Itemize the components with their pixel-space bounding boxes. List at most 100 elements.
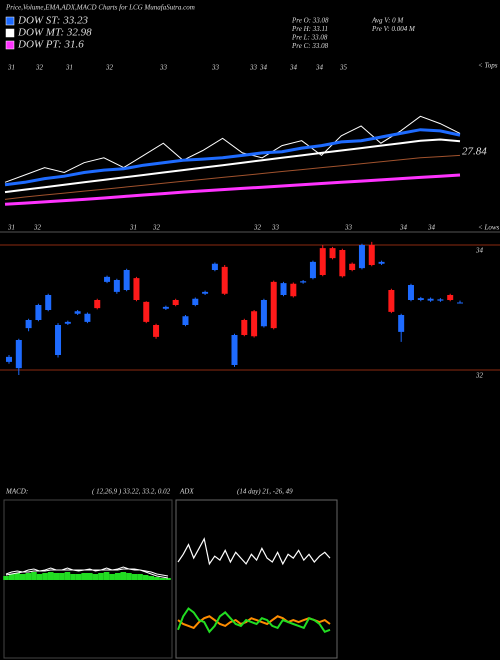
candle-body	[447, 295, 454, 300]
adx-frame	[175, 499, 338, 659]
page-title: Price,Volume,EMA,ADX,MACD Charts for LCG…	[5, 4, 195, 12]
bottom-tick-label: 34	[399, 224, 408, 232]
macd-hist	[8, 574, 15, 580]
legend-swatch	[5, 16, 15, 26]
macd-hist	[148, 576, 155, 580]
macd-hist	[64, 572, 71, 580]
candle-body	[153, 325, 160, 337]
bottom-tick-label: 32	[33, 224, 42, 232]
top-tick-label: 31	[65, 64, 73, 72]
bottom-tick-label: 31	[129, 224, 137, 232]
bottom-tick-label: 32	[253, 224, 262, 232]
candle-body	[260, 300, 267, 327]
top-tick-label: 33	[249, 64, 258, 72]
top-tick-label: 33	[211, 64, 220, 72]
candle-body	[290, 283, 297, 297]
candle-body	[388, 290, 395, 312]
macd-hist	[98, 573, 104, 580]
top-tick-label: 31	[7, 64, 15, 72]
adx-title: ADX	[179, 488, 194, 496]
candle-body	[241, 320, 248, 335]
candle-body	[407, 285, 414, 300]
candle-body	[143, 301, 150, 322]
macd-params: ( 12,26,9 ) 33.22, 33.2, 0.02	[92, 488, 171, 496]
legend-swatch	[5, 28, 15, 38]
info-text: Pre V: 0.004 M	[371, 25, 416, 33]
candle-body	[358, 245, 365, 269]
top-tick-label: 34	[289, 64, 298, 72]
candle-body	[309, 261, 316, 279]
candle-body	[457, 302, 463, 304]
candle-body	[280, 283, 287, 295]
macd-hist	[103, 572, 110, 580]
legend-label: DOW ST: 33.23	[17, 15, 88, 27]
top-tick-label: 34	[315, 64, 324, 72]
legend-swatch	[5, 40, 15, 50]
top-tick-label: 34	[259, 64, 268, 72]
bottom-tick-label: 34	[427, 224, 436, 232]
macd-hist	[81, 573, 87, 580]
macd-hist	[154, 577, 160, 580]
bottom-tick-label: 32	[152, 224, 161, 232]
macd-hist	[75, 574, 82, 580]
candle-body	[417, 298, 424, 300]
macd-hist	[137, 574, 143, 580]
candle-body	[231, 335, 238, 365]
y-tick-label: 34	[475, 247, 484, 255]
ema-line	[4, 115, 461, 183]
macd-hist	[53, 573, 60, 580]
info-text: Avg V: 0 M	[371, 17, 404, 25]
macd-hist	[70, 574, 76, 580]
macd-hist	[109, 574, 115, 580]
candle-body	[329, 248, 336, 259]
annotation: 27.84	[462, 146, 487, 158]
macd-hist	[36, 574, 43, 580]
candle-body	[270, 281, 277, 329]
adx-line	[177, 537, 331, 566]
macd-hist	[142, 575, 149, 580]
candle-body	[162, 306, 169, 309]
ema-line	[4, 154, 461, 200]
ema-line	[4, 138, 461, 194]
info-text: Pre H: 33.11	[291, 25, 328, 33]
macd-hist	[59, 573, 65, 580]
candle-body	[84, 313, 91, 322]
candle-body	[113, 280, 120, 292]
macd-hist	[165, 578, 171, 580]
macd-hist	[31, 572, 37, 580]
candle-body	[172, 300, 179, 305]
candle-body	[64, 321, 71, 324]
candle-body	[25, 320, 32, 329]
y-tick-label: 32	[475, 372, 484, 380]
candle-body	[192, 298, 199, 305]
ema-line	[4, 173, 461, 206]
macd-hist	[47, 572, 54, 580]
info-text: Pre C: 33.08	[291, 42, 329, 50]
candle-body	[182, 316, 189, 325]
candle-body	[133, 278, 140, 300]
candle-body	[251, 311, 258, 337]
candle-body	[123, 270, 130, 290]
macd-hist	[87, 573, 93, 580]
macd-hist	[14, 573, 20, 580]
candle-body	[378, 261, 385, 264]
candle-body	[398, 315, 405, 332]
bottom-tick-label: 31	[7, 224, 15, 232]
candle-body	[368, 245, 375, 265]
candle-body	[349, 263, 356, 270]
info-text: Pre L: 33.08	[291, 34, 328, 42]
candle-body	[6, 356, 12, 362]
candle-body	[427, 298, 434, 301]
ema-line	[4, 128, 461, 187]
tops-label: < Tops	[478, 62, 498, 70]
candle-body	[319, 248, 326, 275]
candle-body	[15, 340, 22, 369]
macd-hist	[42, 573, 48, 580]
adx-line	[177, 615, 331, 630]
macd-hist	[114, 573, 121, 580]
top-tick-label: 32	[105, 64, 114, 72]
candle-body	[104, 276, 111, 282]
candle-body	[211, 263, 218, 270]
bottom-tick-label: 33	[344, 224, 353, 232]
